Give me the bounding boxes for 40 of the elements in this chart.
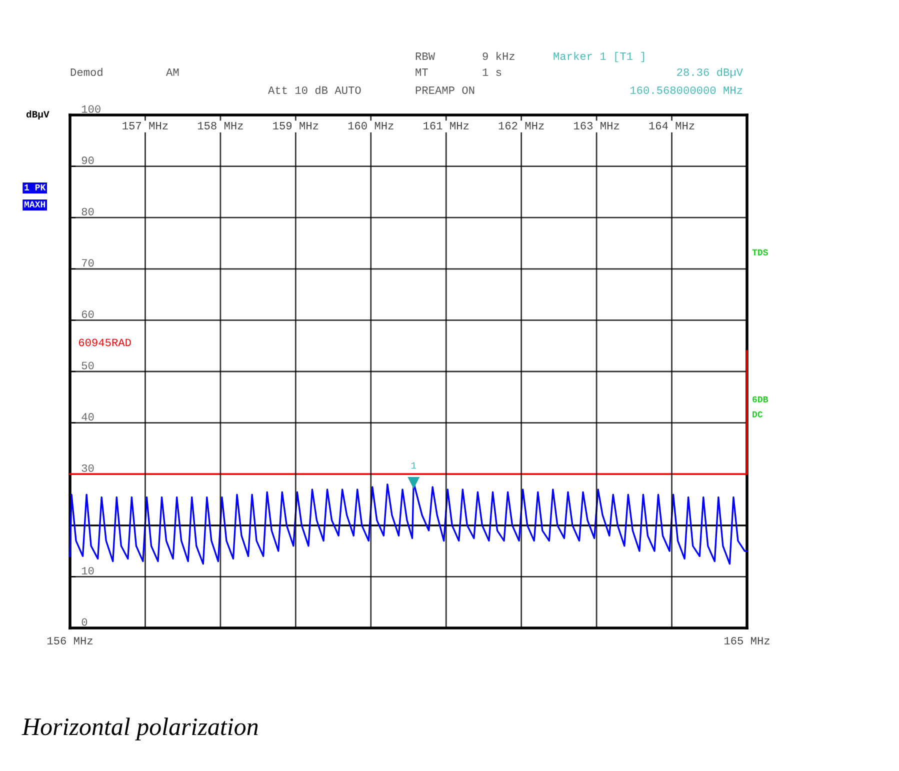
text: Horizontal polarization <box>22 718 258 740</box>
text: RBW <box>416 52 435 60</box>
text: PREAMP ON <box>416 86 474 94</box>
text: 6DB <box>752 396 768 402</box>
y-tick-label: 80 <box>82 208 94 216</box>
y-tick-label: 10 <box>82 566 94 575</box>
x2-tick-label: 157 MHz <box>122 122 168 130</box>
x2-tick-label: 164 MHz <box>649 122 694 130</box>
x-tick-label: 165 MHz <box>724 636 770 644</box>
text: 160.568000000 MHz <box>630 86 742 94</box>
x-tick-label: 156 MHz <box>47 636 92 644</box>
x2-tick-label: 159 MHz <box>273 122 318 130</box>
x2-tick-label: 158 MHz <box>198 122 243 130</box>
text: 1 PK <box>24 184 46 190</box>
x2-tick-label: 161 MHz <box>424 122 469 130</box>
y-tick-label: 90 <box>82 156 94 164</box>
y-tick-label: 50 <box>82 362 94 370</box>
y-tick-label: 60 <box>82 310 94 318</box>
text: AM <box>166 68 179 76</box>
x2-tick-label: 162 MHz <box>498 122 544 130</box>
text: TDS <box>752 249 768 256</box>
text: DC <box>752 411 763 418</box>
text: MT <box>416 68 428 76</box>
x2-tick-label: 160 MHz <box>348 122 394 130</box>
y-tick-label: 40 <box>82 413 94 421</box>
y-axis-title: dBµV <box>26 110 50 120</box>
y-tick-label: 0 <box>82 618 88 626</box>
x2-tick-label: 163 MHz <box>574 122 620 130</box>
y-tick-label: 70 <box>82 259 94 267</box>
text: 1 s <box>482 68 502 76</box>
text: 60945RAD <box>78 338 131 346</box>
text: 9 kHz <box>482 52 514 60</box>
y-tick-label: 30 <box>82 464 94 472</box>
text: Demod <box>70 68 102 76</box>
text: Marker 1 [T1 ] <box>554 52 644 62</box>
annotation: 1 <box>411 462 416 469</box>
text: MAXH <box>24 201 46 208</box>
y-tick-label: 100 <box>82 105 100 113</box>
text: Att 10 dB AUTO <box>268 86 361 94</box>
text: 28.36 dBµV <box>677 68 743 78</box>
